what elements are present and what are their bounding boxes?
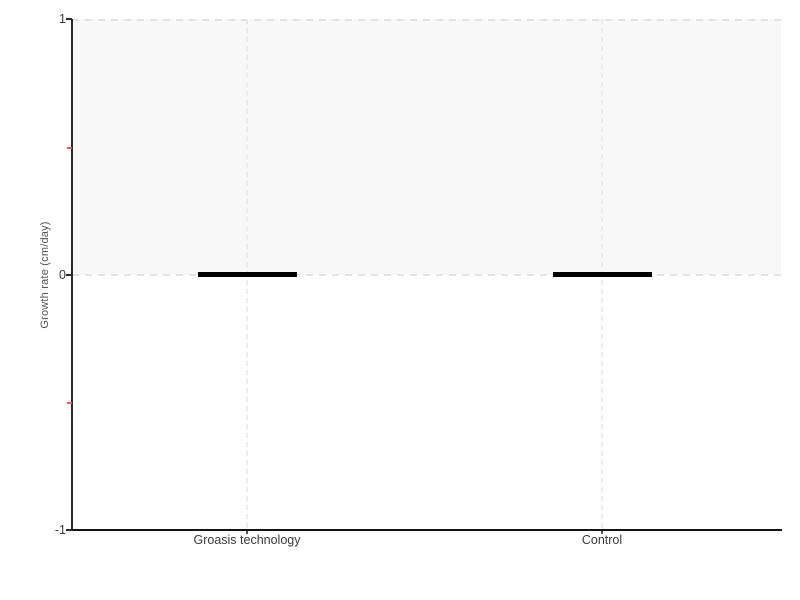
y-minor-tick-minus0p5 bbox=[67, 402, 72, 404]
x-label-control: Control bbox=[581, 533, 623, 547]
dashed-line-y1 bbox=[72, 19, 781, 21]
dashed-line-y0 bbox=[72, 274, 781, 276]
shaded-band-0-to-1 bbox=[72, 19, 781, 275]
y-tick-1 bbox=[66, 18, 72, 20]
data-mark-control bbox=[553, 272, 652, 277]
x-tick-groasis bbox=[246, 531, 248, 534]
data-mark-groasis bbox=[198, 272, 297, 277]
x-label-groasis: Groasis technology bbox=[193, 533, 301, 547]
y-tick-0 bbox=[66, 274, 72, 276]
x-axis-line bbox=[71, 529, 782, 531]
y-tick-minus1 bbox=[66, 529, 72, 531]
y-tick-label-0: 0 bbox=[59, 268, 66, 282]
y-tick-label-1: 1 bbox=[59, 12, 66, 26]
y-axis-line bbox=[71, 19, 73, 531]
y-tick-label-minus1: -1 bbox=[54, 523, 66, 537]
y-minor-tick-0p5 bbox=[67, 147, 72, 149]
x-tick-control bbox=[601, 531, 603, 534]
y-axis-title: Growth rate (cm/day) bbox=[39, 221, 51, 329]
